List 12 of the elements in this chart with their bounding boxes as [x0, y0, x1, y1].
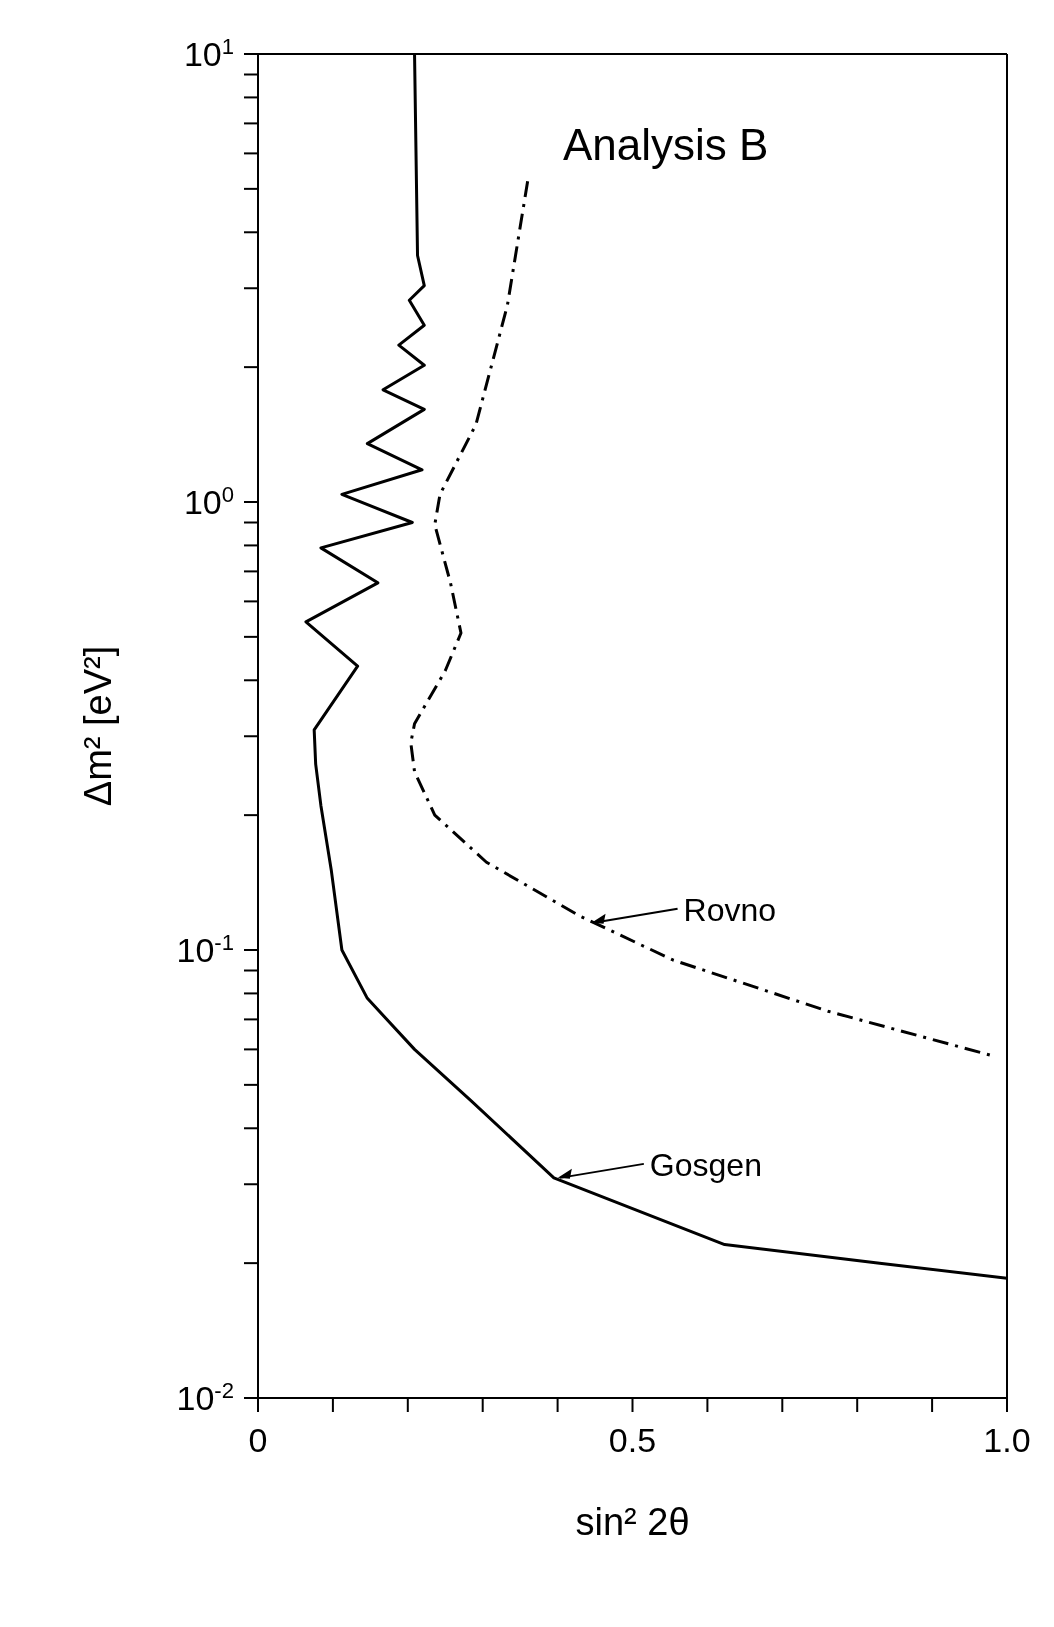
- y-tick-label: 10$^{-1}$: [176, 929, 234, 969]
- y-tick-label: 10$^{0}$: [183, 481, 234, 521]
- x-axis-title: sin² 2θ: [575, 1500, 690, 1543]
- y-tick-label: 10$^{1}$: [183, 33, 234, 73]
- x-tick-label: 1.0: [983, 1421, 1031, 1459]
- annotation: Gosgen: [649, 1146, 762, 1183]
- x-tick-label: 0.5: [608, 1421, 657, 1459]
- y-axis-title: Δm² [eV²]: [77, 645, 120, 807]
- y-tick-label: 10$^{-2}$: [176, 1377, 234, 1417]
- x-tick-label: 0: [248, 1421, 268, 1459]
- annotation: Rovno: [683, 891, 777, 928]
- annotation: Analysis B: [563, 120, 769, 170]
